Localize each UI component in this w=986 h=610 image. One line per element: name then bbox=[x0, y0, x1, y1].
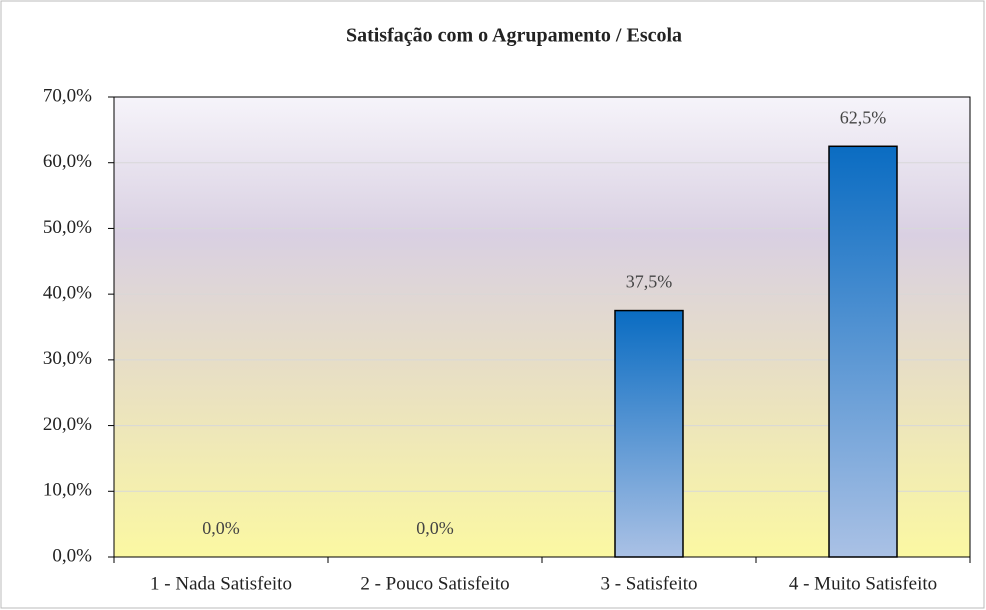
plot-area bbox=[114, 97, 970, 557]
y-tick-label: 60,0% bbox=[43, 151, 92, 172]
bar bbox=[828, 145, 898, 558]
y-tick-label: 70,0% bbox=[43, 85, 92, 106]
y-tick-label: 40,0% bbox=[43, 283, 92, 304]
y-tick-label: 30,0% bbox=[43, 348, 92, 369]
y-tick-label: 20,0% bbox=[43, 414, 92, 435]
y-tick-label: 0,0% bbox=[52, 545, 92, 566]
y-tick-label: 50,0% bbox=[43, 217, 92, 238]
bar bbox=[614, 309, 684, 558]
value-label: 0,0% bbox=[202, 518, 240, 538]
chart-title: Satisfação com o Agrupamento / Escola bbox=[346, 25, 682, 47]
value-label: 37,5% bbox=[626, 272, 673, 292]
value-label: 62,5% bbox=[840, 107, 887, 127]
x-tick-label: 1 - Nada Satisfeito bbox=[150, 573, 292, 594]
x-tick-label: 2 - Pouco Satisfeito bbox=[360, 573, 509, 594]
y-tick-label: 10,0% bbox=[43, 480, 92, 501]
x-tick-label: 4 - Muito Satisfeito bbox=[789, 573, 937, 594]
value-label: 0,0% bbox=[416, 518, 454, 538]
x-tick-label: 3 - Satisfeito bbox=[600, 573, 697, 594]
